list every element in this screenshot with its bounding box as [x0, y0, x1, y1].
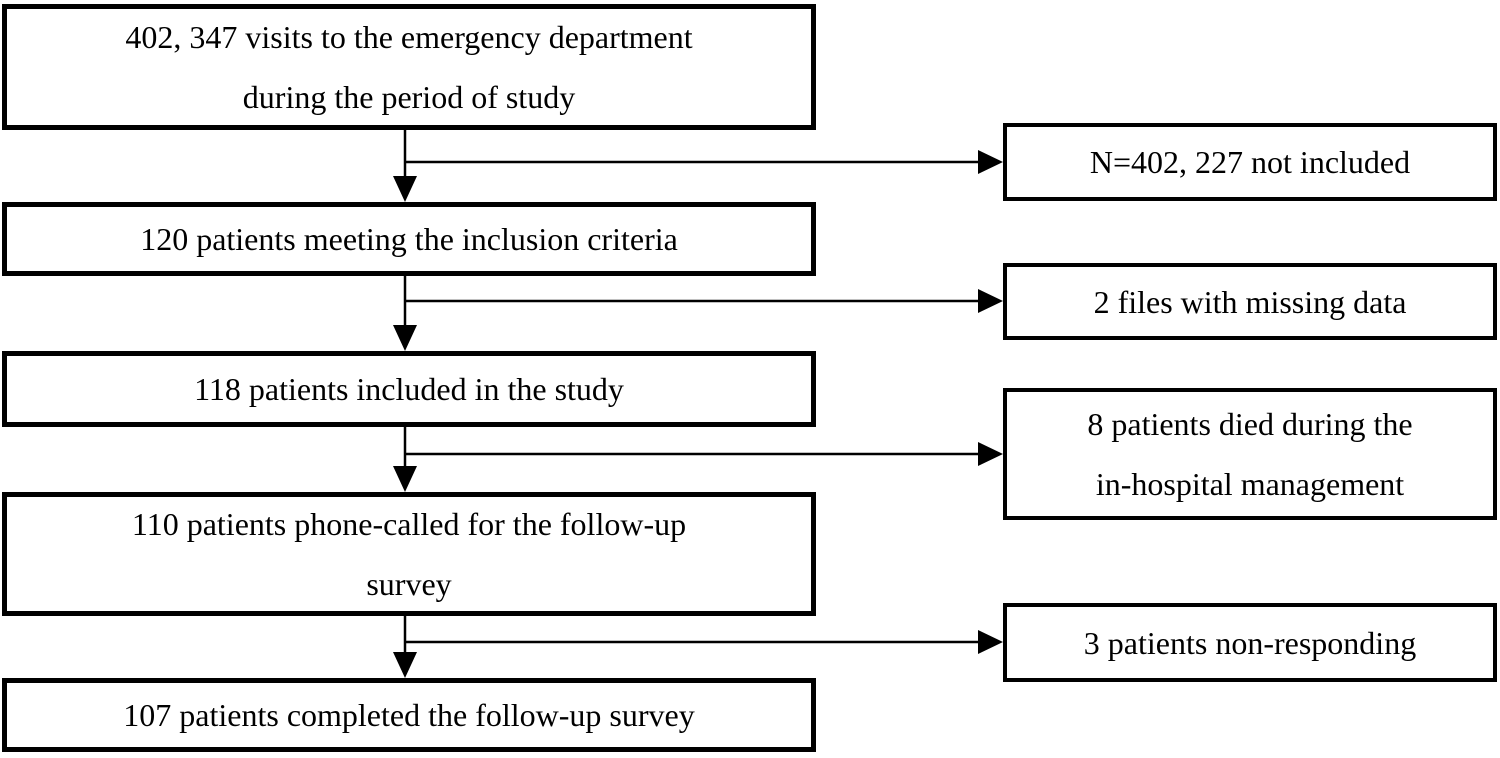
exclusion-box-missing-data-line-1: 2 files with missing data — [1093, 283, 1407, 320]
arrowhead-right-2-icon — [978, 289, 1003, 313]
flow-box-visits: 402, 347 visits to the emergency departm… — [2, 4, 816, 130]
arrowhead-down-2-icon — [393, 325, 417, 351]
exclusion-box-not-included-line-1: N=402, 227 not included — [1089, 144, 1411, 180]
exclusion-box-not-included: N=402, 227 not included — [1003, 123, 1497, 201]
flow-box-phone-called-line-2: survey — [366, 566, 452, 602]
flow-box-inclusion-criteria: 120 patients meeting the inclusion crite… — [2, 202, 816, 276]
exclusion-box-non-responding-line-1: 3 patients non-responding — [1083, 624, 1417, 661]
arrowhead-right-4-icon — [978, 630, 1003, 654]
flow-box-phone-called-line-1: 110 patients phone-called for the follow… — [131, 506, 687, 542]
arrowhead-down-4-icon — [393, 652, 417, 678]
flow-box-included-in-study: 118 patients included in the study — [2, 351, 816, 427]
arrowhead-down-1-icon — [393, 176, 417, 202]
flow-box-inclusion-criteria-line-1: 120 patients meeting the inclusion crite… — [140, 221, 678, 257]
arrowhead-right-1-icon — [978, 150, 1003, 174]
flow-box-visits-line-2: during the period of study — [242, 79, 576, 115]
exclusion-box-died-line-2: in-hospital management — [1095, 466, 1405, 502]
exclusion-box-died-line-1: 8 patients died during the — [1087, 406, 1413, 442]
arrowhead-down-3-icon — [393, 466, 417, 492]
flow-box-completed-survey: 107 patients completed the follow-up sur… — [2, 678, 816, 752]
exclusion-box-non-responding: 3 patients non-responding — [1003, 603, 1497, 682]
flow-box-visits-line-1: 402, 347 visits to the emergency departm… — [125, 19, 693, 55]
arrowhead-right-3-icon — [978, 442, 1003, 466]
exclusion-box-died: 8 patients died during the in-hospital m… — [1003, 388, 1497, 520]
flow-box-included-in-study-line-1: 118 patients included in the study — [194, 371, 624, 407]
flow-box-phone-called: 110 patients phone-called for the follow… — [2, 492, 816, 616]
flow-box-completed-survey-line-1: 107 patients completed the follow-up sur… — [123, 697, 695, 733]
exclusion-box-missing-data: 2 files with missing data — [1003, 263, 1497, 340]
